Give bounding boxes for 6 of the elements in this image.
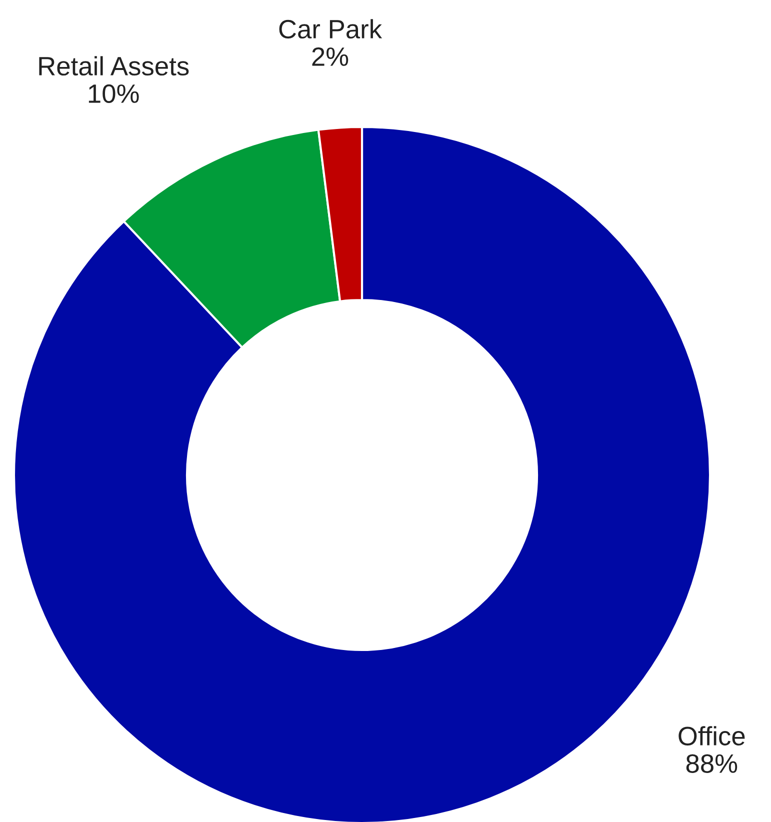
data-label: 88% bbox=[686, 754, 738, 773]
slice-label: Office bbox=[678, 726, 745, 746]
data-label: 10% bbox=[88, 84, 139, 104]
slice-label: Retail Assets bbox=[39, 56, 189, 76]
slice-label: Car Park bbox=[279, 19, 382, 39]
data-label: 2% bbox=[312, 47, 348, 66]
